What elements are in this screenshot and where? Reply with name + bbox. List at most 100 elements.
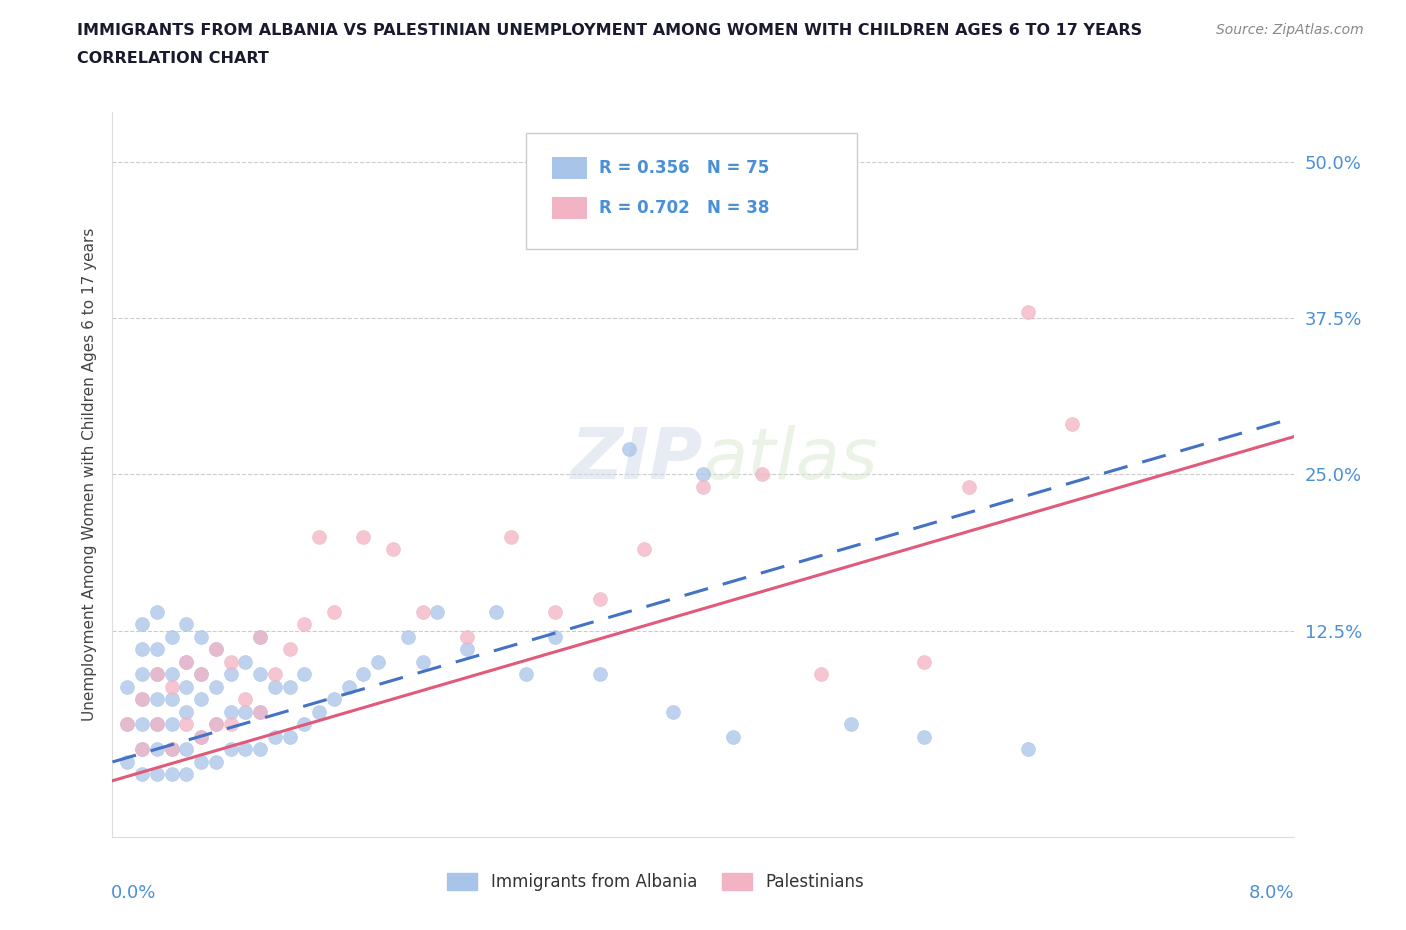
Point xyxy=(456,642,478,657)
Point xyxy=(382,542,405,557)
Point xyxy=(131,742,153,757)
Point xyxy=(160,767,183,782)
Point xyxy=(619,442,641,457)
Point xyxy=(233,705,256,720)
Point xyxy=(412,604,434,619)
Point xyxy=(131,692,153,707)
Point xyxy=(160,667,183,682)
Point xyxy=(323,604,346,619)
Point xyxy=(396,630,419,644)
Point xyxy=(190,754,212,769)
Point xyxy=(146,604,169,619)
Point xyxy=(174,655,197,670)
Point xyxy=(751,192,773,206)
Point xyxy=(117,754,138,769)
Point xyxy=(160,742,183,757)
Point xyxy=(278,680,301,695)
Point xyxy=(131,717,153,732)
Point xyxy=(174,742,197,757)
Point xyxy=(249,705,271,720)
Point xyxy=(264,729,287,744)
Point xyxy=(205,717,228,732)
Point xyxy=(249,705,271,720)
Point xyxy=(278,642,301,657)
Text: IMMIGRANTS FROM ALBANIA VS PALESTINIAN UNEMPLOYMENT AMONG WOMEN WITH CHILDREN AG: IMMIGRANTS FROM ALBANIA VS PALESTINIAN U… xyxy=(77,23,1143,38)
Point xyxy=(174,717,197,732)
Point xyxy=(190,630,212,644)
Text: 0.0%: 0.0% xyxy=(111,884,156,902)
Point xyxy=(219,667,242,682)
Point xyxy=(839,717,862,732)
Point xyxy=(174,767,197,782)
Text: R = 0.356   N = 75: R = 0.356 N = 75 xyxy=(599,159,769,178)
Point xyxy=(914,655,936,670)
Point xyxy=(190,667,212,682)
Point xyxy=(692,479,714,494)
Point xyxy=(190,729,212,744)
Legend: Immigrants from Albania, Palestinians: Immigrants from Albania, Palestinians xyxy=(440,866,870,897)
Point xyxy=(588,591,610,606)
Text: ZIP: ZIP xyxy=(571,425,703,494)
Point xyxy=(264,667,287,682)
Text: atlas: atlas xyxy=(703,425,877,494)
Point xyxy=(692,467,714,482)
Point xyxy=(352,529,374,544)
Point xyxy=(160,680,183,695)
Point xyxy=(292,667,315,682)
Point xyxy=(367,655,389,670)
Text: R = 0.702   N = 38: R = 0.702 N = 38 xyxy=(599,199,769,217)
Point xyxy=(117,717,138,732)
Point xyxy=(219,705,242,720)
Point xyxy=(1017,742,1039,757)
Point xyxy=(456,630,478,644)
Point xyxy=(146,667,169,682)
Point xyxy=(292,617,315,631)
Point xyxy=(219,742,242,757)
Point xyxy=(174,705,197,720)
Point xyxy=(174,655,197,670)
Point xyxy=(146,742,169,757)
Point xyxy=(588,667,610,682)
Point xyxy=(485,604,508,619)
Point xyxy=(160,742,183,757)
Point xyxy=(233,692,256,707)
Point xyxy=(205,754,228,769)
Point xyxy=(174,617,197,631)
Point xyxy=(957,479,980,494)
Point xyxy=(131,642,153,657)
Point xyxy=(337,680,360,695)
Point xyxy=(131,767,153,782)
Text: Source: ZipAtlas.com: Source: ZipAtlas.com xyxy=(1216,23,1364,37)
Point xyxy=(131,742,153,757)
Point xyxy=(308,705,330,720)
Point xyxy=(190,692,212,707)
Point xyxy=(146,717,169,732)
Point xyxy=(160,692,183,707)
Point xyxy=(233,655,256,670)
Point xyxy=(146,767,169,782)
Point xyxy=(751,467,773,482)
Point xyxy=(219,717,242,732)
Point xyxy=(205,717,228,732)
FancyBboxPatch shape xyxy=(526,133,856,249)
Point xyxy=(146,692,169,707)
Point xyxy=(810,667,832,682)
Point xyxy=(544,630,567,644)
Point xyxy=(190,667,212,682)
Point xyxy=(249,630,271,644)
Y-axis label: Unemployment Among Women with Children Ages 6 to 17 years: Unemployment Among Women with Children A… xyxy=(82,228,97,721)
Point xyxy=(131,617,153,631)
FancyBboxPatch shape xyxy=(551,157,588,179)
Point xyxy=(249,667,271,682)
FancyBboxPatch shape xyxy=(551,197,588,219)
Point xyxy=(249,630,271,644)
Point xyxy=(131,667,153,682)
Point xyxy=(160,717,183,732)
Point xyxy=(308,529,330,544)
Point xyxy=(633,542,655,557)
Point xyxy=(117,680,138,695)
Point xyxy=(1017,304,1039,319)
Point xyxy=(1062,417,1084,432)
Point xyxy=(131,692,153,707)
Point xyxy=(914,729,936,744)
